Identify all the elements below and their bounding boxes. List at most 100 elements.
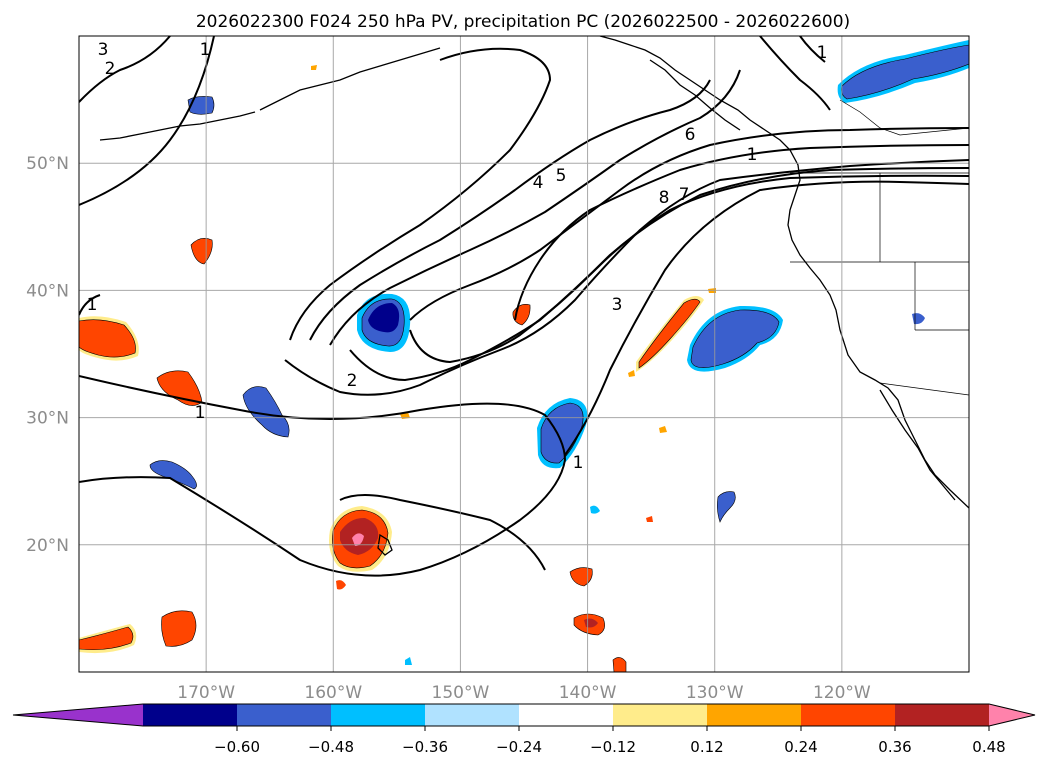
pv-contour — [409, 174, 969, 364]
pv-contour-label: 1 — [573, 453, 584, 473]
pv-contour — [284, 159, 969, 396]
precip-neg-area — [187, 96, 215, 115]
pv-contour-label: 1 — [747, 145, 758, 165]
precip-pos-area — [311, 65, 317, 70]
colorbar-segment — [801, 704, 896, 726]
colorbar-segment — [331, 704, 426, 726]
colorbar: −0.60 −0.48 −0.36 −0.24 −0.12 0.12 0.24 0.36 0.4… — [12, 703, 1036, 756]
precip-pos-area — [161, 610, 197, 647]
colorbar-tick-label: 0.24 — [784, 738, 817, 756]
graticule — [79, 36, 969, 672]
precip-pos-area — [79, 626, 134, 651]
coastline-bc-islands — [649, 59, 741, 131]
precip-pos-area — [79, 319, 136, 358]
colorbar-tick-label: 0.48 — [972, 738, 1005, 756]
pv-contour — [799, 36, 826, 63]
precip-pos-area — [612, 657, 627, 672]
pv-contour-labels: 3 2 1 1 2 1 4 5 6 8 7 3 1 1 1 — [87, 40, 828, 473]
chart-title: 2026022300 F024 250 hPa PV, precipitatio… — [196, 12, 850, 32]
colorbar-segment — [613, 704, 708, 726]
lat-tick-label: 30°N — [26, 409, 69, 429]
pv-contour-lines — [79, 36, 969, 577]
colorbar-segment — [237, 704, 332, 726]
precip-pos-area — [569, 567, 593, 587]
pv-contour-label: 5 — [556, 166, 567, 186]
map-area: 3 2 1 1 2 1 4 5 6 8 7 3 1 1 1 — [79, 36, 969, 672]
pv-contour — [309, 79, 711, 341]
colorbar-tick-label: −0.36 — [402, 738, 448, 756]
pv-contour-label: 1 — [195, 403, 206, 423]
colorbar-tick-label: 0.12 — [690, 738, 723, 756]
precip-neg-area — [841, 44, 969, 100]
political-borders — [790, 99, 969, 396]
colorbar-segment — [143, 704, 238, 726]
precip-pos-area — [638, 298, 701, 369]
map-frame — [78, 35, 970, 673]
pv-contour-label: 2 — [347, 371, 358, 391]
pv-contour-label: 4 — [533, 173, 544, 193]
axis-tick-labels: 170°W 160°W 150°W 140°W 130°W 120°W 20°N 30°N 40… — [26, 154, 871, 703]
precip-pos-area — [190, 238, 213, 265]
precipitation-anomaly-fill — [79, 40, 969, 672]
pv-contour-label: 2 — [105, 59, 116, 79]
pv-contour-label: 1 — [817, 43, 828, 63]
lon-tick-label: 170°W — [177, 683, 235, 703]
coastline-north-america — [599, 36, 969, 509]
lat-tick-label: 40°N — [26, 281, 69, 301]
pv-contour — [289, 47, 552, 341]
precip-pos-area — [646, 516, 653, 522]
pv-contour — [339, 494, 546, 571]
colorbar-extend-high — [989, 704, 1035, 726]
pv-contour-label: 1 — [87, 295, 98, 315]
lon-tick-label: 130°W — [686, 683, 744, 703]
pv-contour-label: 1 — [200, 40, 211, 60]
precip-neg-area — [690, 309, 780, 368]
colorbar-segment — [519, 704, 614, 726]
lat-tick-label: 20°N — [26, 536, 69, 556]
pv-contour — [79, 36, 215, 206]
precip-pos-area — [628, 370, 635, 377]
precip-neg-area — [590, 505, 600, 514]
pv-contour — [329, 69, 741, 346]
precip-pos-area — [336, 580, 346, 590]
border-us-mexico — [879, 382, 969, 396]
lat-tick-label: 50°N — [26, 154, 69, 174]
colorbar-segment — [707, 704, 802, 726]
precip-neg-area — [717, 491, 736, 523]
pv-contour — [514, 144, 969, 321]
precip-pos-area — [659, 426, 667, 433]
colorbar-tick-label: −0.24 — [496, 738, 542, 756]
pv-contour — [79, 36, 171, 103]
colorbar-tick-label: −0.48 — [308, 738, 354, 756]
lon-tick-label: 120°W — [813, 683, 871, 703]
precip-pos-area — [352, 533, 364, 546]
border-canada-alaska — [839, 99, 969, 136]
colorbar-segment — [895, 704, 990, 726]
pv-contour — [409, 127, 969, 321]
coastline-baja — [879, 389, 956, 501]
island-hawaii — [377, 533, 393, 556]
precip-neg-area — [405, 657, 412, 665]
pv-contour-label: 7 — [679, 185, 690, 205]
pv-contour — [759, 36, 831, 111]
pv-contour-label: 3 — [612, 295, 623, 315]
lon-tick-label: 140°W — [559, 683, 617, 703]
pv-contour — [79, 294, 101, 316]
pv-contour-label: 6 — [685, 125, 696, 145]
colorbar-outline — [12, 703, 1036, 727]
lon-tick-label: 150°W — [432, 683, 490, 703]
pv-contour-label: 3 — [98, 40, 109, 60]
precip-neg-area — [242, 386, 290, 438]
colorbar-tick-label: −0.60 — [214, 738, 260, 756]
lon-tick-label: 160°W — [304, 683, 362, 703]
precip-neg-area — [368, 303, 400, 333]
pv-contour — [564, 180, 969, 456]
colorbar-tick-label: −0.12 — [590, 738, 636, 756]
precip-neg-area — [149, 460, 197, 490]
coastline-alaska — [259, 47, 441, 111]
colorbar-tick-label: 0.36 — [878, 738, 911, 756]
colorbar-extend-low — [13, 704, 143, 726]
pv-contour-label: 8 — [659, 188, 670, 208]
colorbar-segment — [425, 704, 520, 726]
